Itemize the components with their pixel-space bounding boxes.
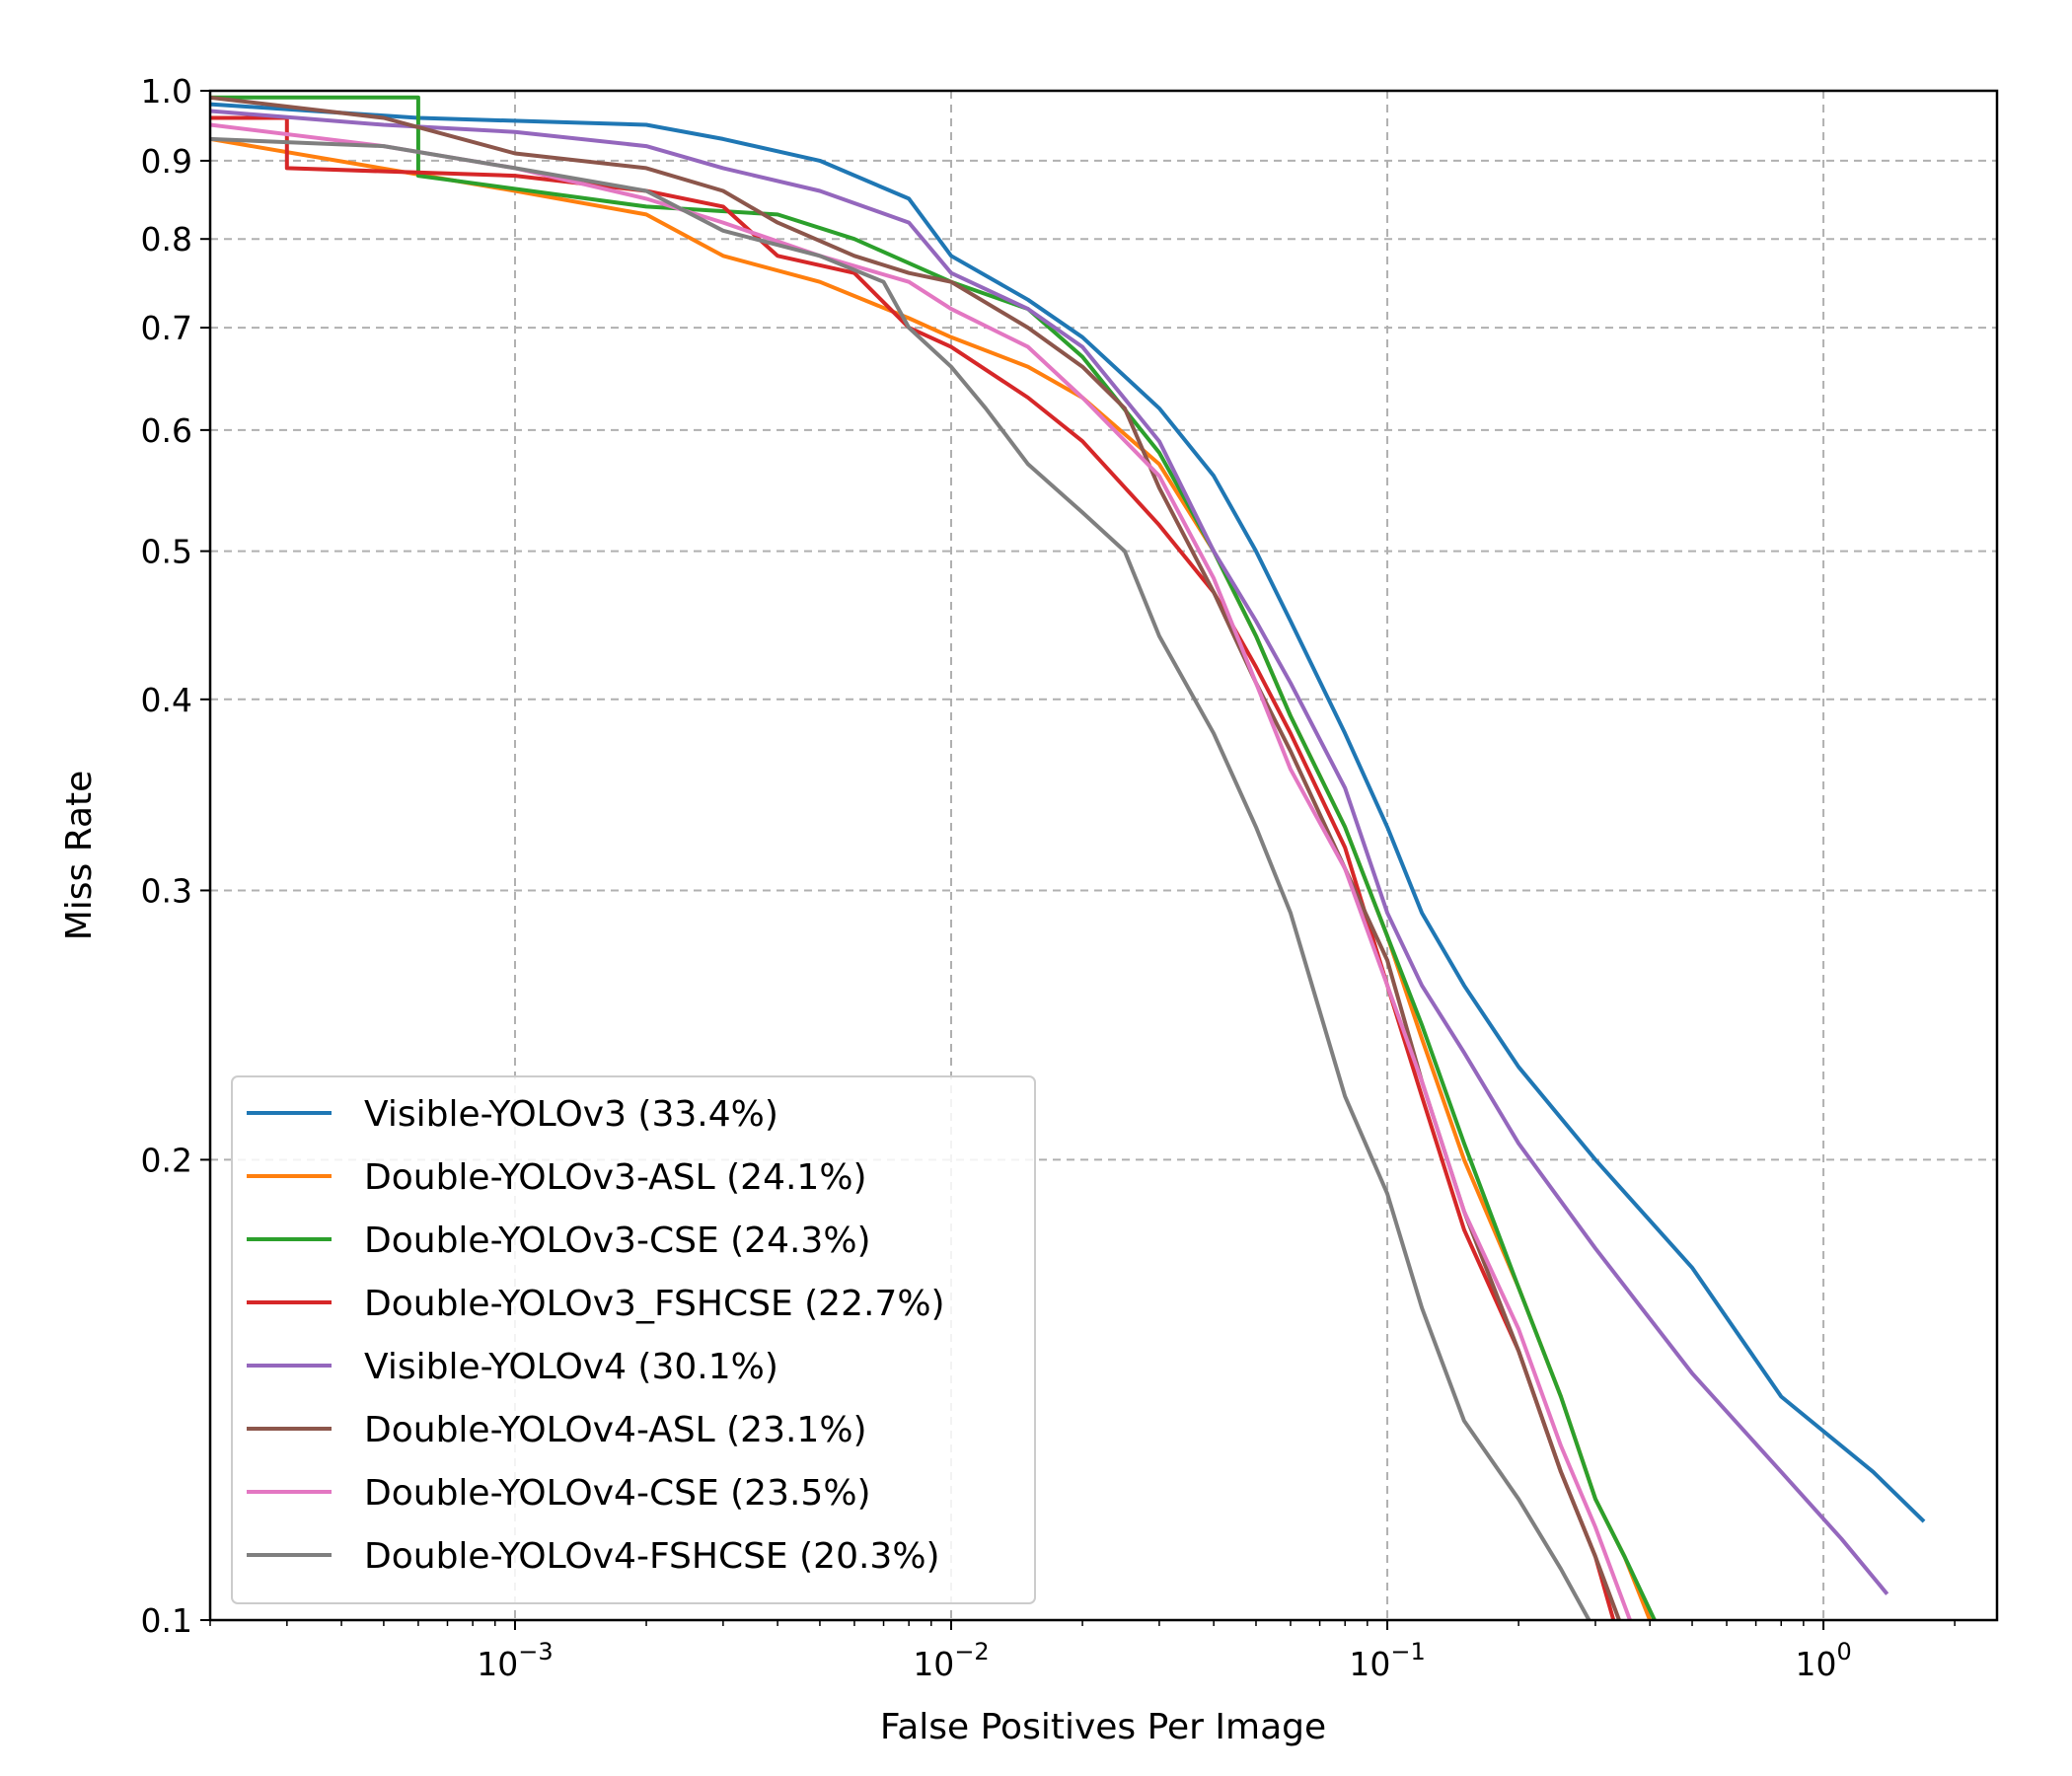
legend: Visible-YOLOv3 (33.4%) Double-YOLOv3-ASL … bbox=[231, 1075, 1036, 1604]
x-tick-label: 10−3 bbox=[477, 1638, 553, 1683]
y-tick-label: 0.1 bbox=[141, 1601, 192, 1640]
y-tick-label: 0.6 bbox=[141, 411, 192, 450]
x-axis-label: False Positives Per Image bbox=[880, 1707, 1326, 1747]
y-tick-label: 0.9 bbox=[141, 142, 192, 181]
series-line bbox=[210, 102, 1926, 1523]
y-tick-label: 0.5 bbox=[141, 533, 192, 571]
legend-entry: Double-YOLOv3-ASL (24.1%) bbox=[364, 1157, 867, 1198]
y-axis-label: Miss Rate bbox=[59, 771, 100, 941]
axis-ticks: 10−3 10−2 10−1 100 0.1 0.2 0.3 0.4 0.5 0.6 0.7 0.8 0… bbox=[141, 72, 1956, 1683]
legend-entry: Visible-YOLOv4 (30.1%) bbox=[364, 1347, 778, 1387]
y-tick-label: 0.8 bbox=[141, 220, 192, 259]
y-tick-label: 0.3 bbox=[141, 871, 192, 910]
series-line bbox=[210, 95, 1657, 1620]
x-tick-label: 10−2 bbox=[913, 1638, 989, 1683]
series-line bbox=[210, 109, 1889, 1595]
legend-entry: Double-YOLOv4-FSHCSE (20.3%) bbox=[364, 1536, 940, 1577]
legend-entry: Double-YOLOv3_FSHCSE (22.7%) bbox=[364, 1284, 945, 1324]
series-lines bbox=[210, 95, 1926, 1620]
y-tick-label: 0.7 bbox=[141, 309, 192, 347]
legend-entry: Visible-YOLOv3 (33.4%) bbox=[364, 1094, 778, 1135]
x-tick-label: 10−1 bbox=[1349, 1638, 1425, 1683]
y-tick-label: 0.2 bbox=[141, 1141, 192, 1179]
series-line bbox=[210, 136, 1591, 1620]
legend-box bbox=[231, 1075, 1036, 1604]
legend-entry: Double-YOLOv3-CSE (24.3%) bbox=[364, 1221, 871, 1261]
x-tick-label: 100 bbox=[1795, 1638, 1851, 1683]
y-tick-label: 0.4 bbox=[141, 681, 192, 719]
y-tick-label: 1.0 bbox=[141, 72, 192, 111]
legend-entry: Double-YOLOv4-ASL (23.1%) bbox=[364, 1410, 867, 1450]
plot-frame bbox=[208, 89, 1999, 1622]
legend-entry: Double-YOLOv4-CSE (23.5%) bbox=[364, 1473, 871, 1514]
